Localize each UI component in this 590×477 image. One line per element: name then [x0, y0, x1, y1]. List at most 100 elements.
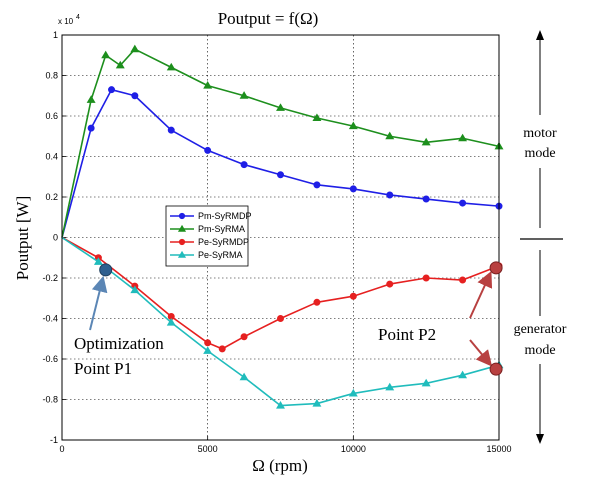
- legend-swatch-marker: [177, 250, 187, 258]
- y-exponent: x 10 4: [58, 14, 80, 26]
- y-tick-label: 1: [53, 30, 58, 40]
- legend-entry: Pe-SyRMA: [198, 250, 243, 260]
- motor-label-1: motor: [523, 126, 557, 141]
- data-point: [87, 124, 95, 132]
- motor-arrow-head: [536, 30, 544, 40]
- data-point: [130, 285, 140, 294]
- series-pe-syrma: [61, 236, 504, 409]
- p2-label: Point P2: [378, 325, 436, 344]
- y-tick-label: 0.2: [45, 192, 58, 202]
- data-point: [421, 137, 431, 146]
- generator-label-2: mode: [524, 343, 555, 358]
- data-point: [313, 181, 321, 189]
- data-point: [385, 131, 395, 140]
- data-point: [108, 86, 116, 94]
- series-pm-syrma: [61, 44, 504, 238]
- data-point: [458, 370, 468, 379]
- p2-marker: [489, 362, 503, 376]
- data-point: [240, 161, 248, 169]
- generator-label-1: generator: [514, 322, 567, 337]
- legend-entry: Pm-SyRMDP: [198, 211, 252, 221]
- x-tick-label: 5000: [198, 444, 218, 454]
- data-point: [166, 62, 176, 71]
- y-tick-label: 0.8: [45, 71, 58, 81]
- p2-marker: [489, 261, 503, 275]
- data-point: [131, 92, 139, 100]
- legend-swatch-marker: [177, 224, 187, 232]
- y-exponent-base: x 10: [58, 17, 74, 26]
- legend: Pm-SyRMDP Pm-SyRMA Pe-SyRMDP Pe-SyRMA: [165, 205, 252, 267]
- data-point: [386, 280, 394, 288]
- data-point: [276, 103, 285, 111]
- y-tick-label: -0.6: [42, 354, 58, 364]
- data-point: [240, 333, 248, 341]
- data-point: [203, 346, 213, 354]
- p1-marker: [99, 263, 113, 277]
- data-point: [349, 185, 357, 193]
- y-tick-label: 0: [53, 233, 58, 243]
- y-tick-label: 0.6: [45, 111, 58, 121]
- data-point: [130, 44, 140, 53]
- legend-swatch-marker: [178, 212, 186, 220]
- x-axis-label: Ω (rpm): [252, 456, 308, 475]
- data-point: [348, 388, 358, 397]
- data-point: [313, 298, 321, 306]
- data-point: [86, 95, 96, 103]
- x-tick-label: 15000: [486, 444, 511, 454]
- data-point: [93, 257, 103, 265]
- data-point: [167, 126, 175, 134]
- p1-label-line1: Optimization: [74, 334, 164, 353]
- p2-arrow: [469, 339, 493, 367]
- data-point: [421, 378, 431, 387]
- data-point: [422, 274, 430, 282]
- series-line: [61, 88, 500, 238]
- series-layer: [61, 44, 504, 409]
- y-tick-label: 0.4: [45, 152, 58, 162]
- y-tick-label: -0.8: [42, 395, 58, 405]
- chart-title: Poutput = f(Ω): [218, 9, 319, 28]
- y-tick-label: -0.2: [42, 273, 58, 283]
- p1-label-line2: Point P1: [74, 359, 132, 378]
- data-point: [348, 121, 358, 130]
- data-point: [276, 400, 285, 409]
- data-point: [458, 133, 468, 142]
- data-point: [204, 146, 212, 154]
- series-line: [61, 236, 500, 350]
- data-point: [101, 50, 111, 59]
- legend-swatch-marker: [178, 238, 186, 246]
- p2-arrow: [469, 270, 493, 319]
- x-tick-label: 0: [59, 444, 64, 454]
- data-point: [277, 315, 284, 322]
- p1-arrow: [89, 275, 108, 331]
- y-axis-label: Poutput [W]: [13, 196, 32, 281]
- data-point: [218, 345, 226, 353]
- data-point: [312, 113, 322, 122]
- y-tick-label: -1: [50, 435, 58, 445]
- plot-area: [62, 35, 499, 440]
- legend-entry: Pm-SyRMA: [198, 224, 245, 234]
- data-point: [459, 199, 467, 207]
- plot-frame: [61, 34, 500, 441]
- data-point: [385, 382, 395, 391]
- data-point: [349, 292, 357, 300]
- generator-arrow-head: [536, 434, 544, 444]
- motor-label-2: mode: [524, 146, 555, 161]
- data-point: [386, 191, 394, 199]
- y-tick-label: -0.4: [42, 314, 58, 324]
- data-point: [239, 91, 249, 99]
- data-point: [277, 171, 284, 179]
- data-point: [459, 276, 467, 284]
- data-point: [239, 372, 249, 381]
- mode-indicator: motor mode generator mode: [514, 30, 567, 444]
- legend-entry: Pe-SyRMDP: [198, 237, 249, 247]
- data-point: [203, 81, 213, 89]
- series-pm-syrmdp: [61, 86, 503, 238]
- x-tick-label: 10000: [341, 444, 366, 454]
- data-point: [166, 317, 176, 326]
- data-point: [312, 398, 322, 407]
- annotations: Optimization Point P1 Point P2: [74, 261, 503, 378]
- data-point: [204, 339, 212, 347]
- data-point: [422, 195, 430, 203]
- y-exponent-power: 4: [76, 14, 80, 21]
